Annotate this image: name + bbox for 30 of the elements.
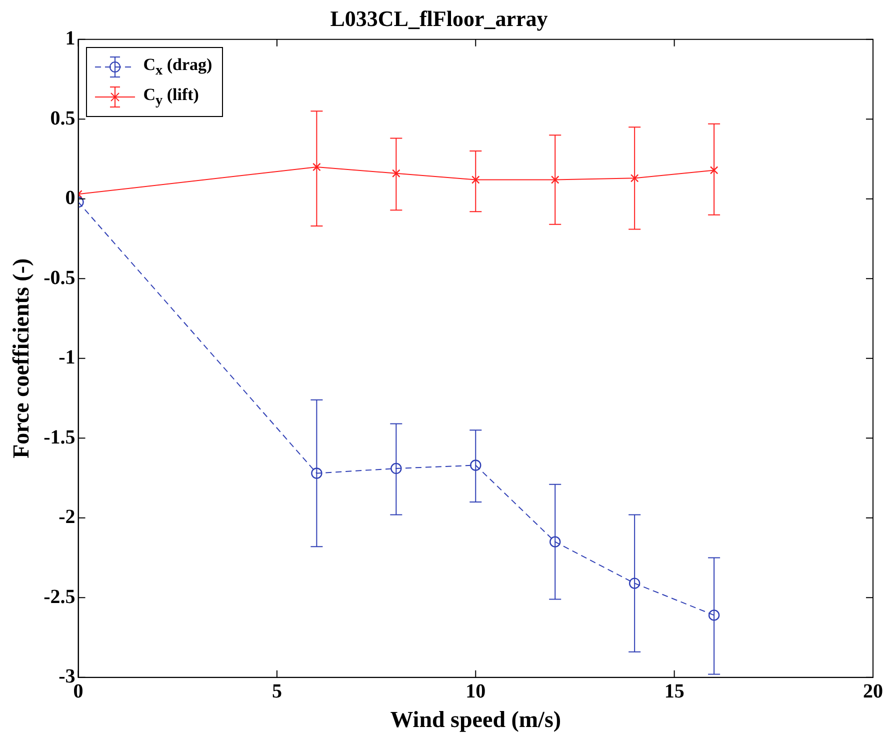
- point: [470, 460, 482, 471]
- point: [392, 169, 400, 178]
- point: [390, 462, 402, 474]
- x-axis-title: Wind speed (m/s): [390, 707, 562, 732]
- point: [311, 468, 322, 479]
- y-axis-title: Force coefficients (-): [8, 258, 34, 458]
- y-tick-label: 0: [65, 187, 76, 210]
- y-tick-label: 1: [65, 28, 76, 50]
- y-tick-label: -0.5: [44, 266, 76, 289]
- point: [312, 162, 321, 172]
- point: [708, 610, 720, 621]
- y-tick-label: -1: [58, 346, 76, 369]
- point: [471, 176, 480, 184]
- legend-label: C$_{x}$ (drag): [143, 55, 212, 80]
- y-tick-label: -1.5: [44, 426, 76, 448]
- y-tick-label: -2: [58, 506, 76, 528]
- x-tick-label: 15: [664, 680, 684, 703]
- point: [628, 578, 640, 589]
- x-tick-label: 20: [863, 680, 883, 703]
- x-tick-label: 10: [466, 680, 486, 703]
- x-tick-label: 5: [272, 680, 282, 703]
- point: [630, 174, 639, 182]
- y-tick-label: -3: [58, 666, 76, 688]
- y-tick-label: -2.5: [44, 586, 76, 608]
- legend-label: C$_{y}$ (lift): [143, 85, 199, 110]
- point: [550, 536, 561, 548]
- y-tick-label: 0.5: [50, 107, 76, 130]
- chart-title: L033CL_flFloor_array: [330, 6, 548, 31]
- point: [550, 176, 560, 184]
- point: [710, 166, 718, 174]
